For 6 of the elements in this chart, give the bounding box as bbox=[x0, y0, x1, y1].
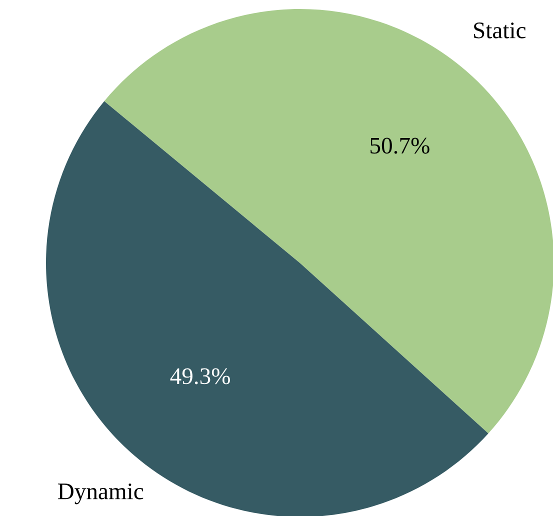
pie-slice bbox=[104, 9, 553, 434]
pie-slice bbox=[46, 101, 488, 516]
data-label: 49.3% bbox=[170, 368, 230, 384]
data-label: 50.7% bbox=[370, 138, 430, 154]
slice-label: Dynamic bbox=[58, 484, 144, 504]
slice-label: Static bbox=[474, 22, 526, 38]
